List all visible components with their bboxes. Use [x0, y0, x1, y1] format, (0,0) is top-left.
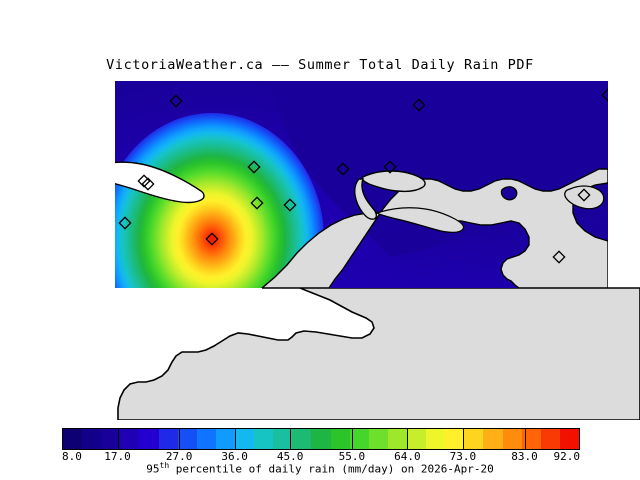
colorbar-tick-label: 73.0	[449, 450, 477, 463]
colorbar-band	[254, 429, 274, 449]
station-marker[interactable]	[141, 177, 155, 191]
station-markers	[118, 88, 608, 264]
colorbar-band	[139, 429, 159, 449]
plot-data-box	[115, 81, 608, 288]
north-spit-coastline	[354, 178, 378, 220]
colorbar-band	[426, 429, 446, 449]
station-marker[interactable]	[250, 196, 264, 210]
colorbar-band	[521, 429, 541, 449]
mid-coast-inlet	[375, 207, 465, 233]
colorbar-tick-labels: 8.0 17.0 27.0 36.0 45.0 55.0 64.0 73.0 83.0 92.0	[62, 450, 580, 464]
west-island-coastline	[115, 161, 205, 204]
colorbar-tick-label: 92.0	[553, 450, 581, 463]
colorbar-band	[292, 429, 312, 449]
colorbar-band	[196, 429, 216, 449]
colorbar	[62, 428, 580, 450]
map-canvas	[115, 81, 608, 288]
precip-maximum-hotspot	[115, 113, 324, 288]
station-marker[interactable]	[169, 94, 183, 108]
colorbar-band	[368, 429, 388, 449]
caption-prefix: 95	[146, 462, 160, 476]
station-marker[interactable]	[412, 98, 426, 112]
colorbar-band	[349, 429, 369, 449]
colorbar-band	[177, 429, 197, 449]
colorbar-band	[464, 429, 484, 449]
colorbar-caption: 95th percentile of daily rain (mm/day) o…	[0, 461, 640, 476]
colorbar-band	[120, 429, 140, 449]
mainland-outside-coastline	[117, 287, 640, 420]
colorbar-band	[502, 429, 522, 449]
station-marker[interactable]	[601, 88, 608, 102]
colorbar-bands	[62, 428, 580, 450]
east-island-coastline	[564, 185, 605, 210]
colorbar-tick-label: 8.0	[62, 450, 82, 463]
station-marker[interactable]	[137, 174, 151, 188]
colorbar-band	[406, 429, 427, 449]
station-marker[interactable]	[283, 198, 297, 212]
colorbar-band	[330, 429, 350, 449]
station-marker[interactable]	[247, 160, 261, 174]
colorbar-band	[82, 429, 102, 449]
colorbar-band	[540, 429, 560, 449]
colorbar-tick-label: 36.0	[221, 450, 248, 463]
station-marker[interactable]	[336, 162, 350, 176]
colorbar-band	[311, 429, 331, 449]
figure-title: VictoriaWeather.ca —— Summer Total Daily…	[106, 57, 534, 73]
colorbar-tick-label: 83.0	[511, 450, 538, 463]
colorbar-tick-label: 55.0	[338, 450, 366, 463]
colorbar-band	[63, 429, 83, 449]
colorbar-band	[158, 429, 178, 449]
colorbar-band	[387, 429, 407, 449]
colorbar-band	[234, 429, 255, 449]
colorbar-band	[445, 429, 465, 449]
station-marker[interactable]	[205, 232, 219, 246]
station-marker[interactable]	[577, 188, 591, 202]
colorbar-tick-label: 17.0	[104, 450, 131, 463]
station-marker[interactable]	[118, 216, 132, 230]
colorbar-band	[483, 429, 503, 449]
colorbar-tick-label: 64.0	[394, 450, 421, 463]
colorbar-tick-label: 45.0	[276, 450, 304, 463]
colorbar-band	[101, 429, 121, 449]
station-marker[interactable]	[552, 250, 566, 264]
colorbar-band	[273, 429, 293, 449]
colorbar-band	[215, 429, 235, 449]
offshore-islet	[500, 186, 518, 201]
caption-suffix: percentile of daily rain (mm/day) on 202…	[169, 462, 494, 476]
caption-superscript: th	[159, 461, 170, 470]
colorbar-tick-label: 27.0	[165, 450, 193, 463]
station-marker[interactable]	[383, 160, 397, 174]
colorbar-band	[559, 429, 579, 449]
